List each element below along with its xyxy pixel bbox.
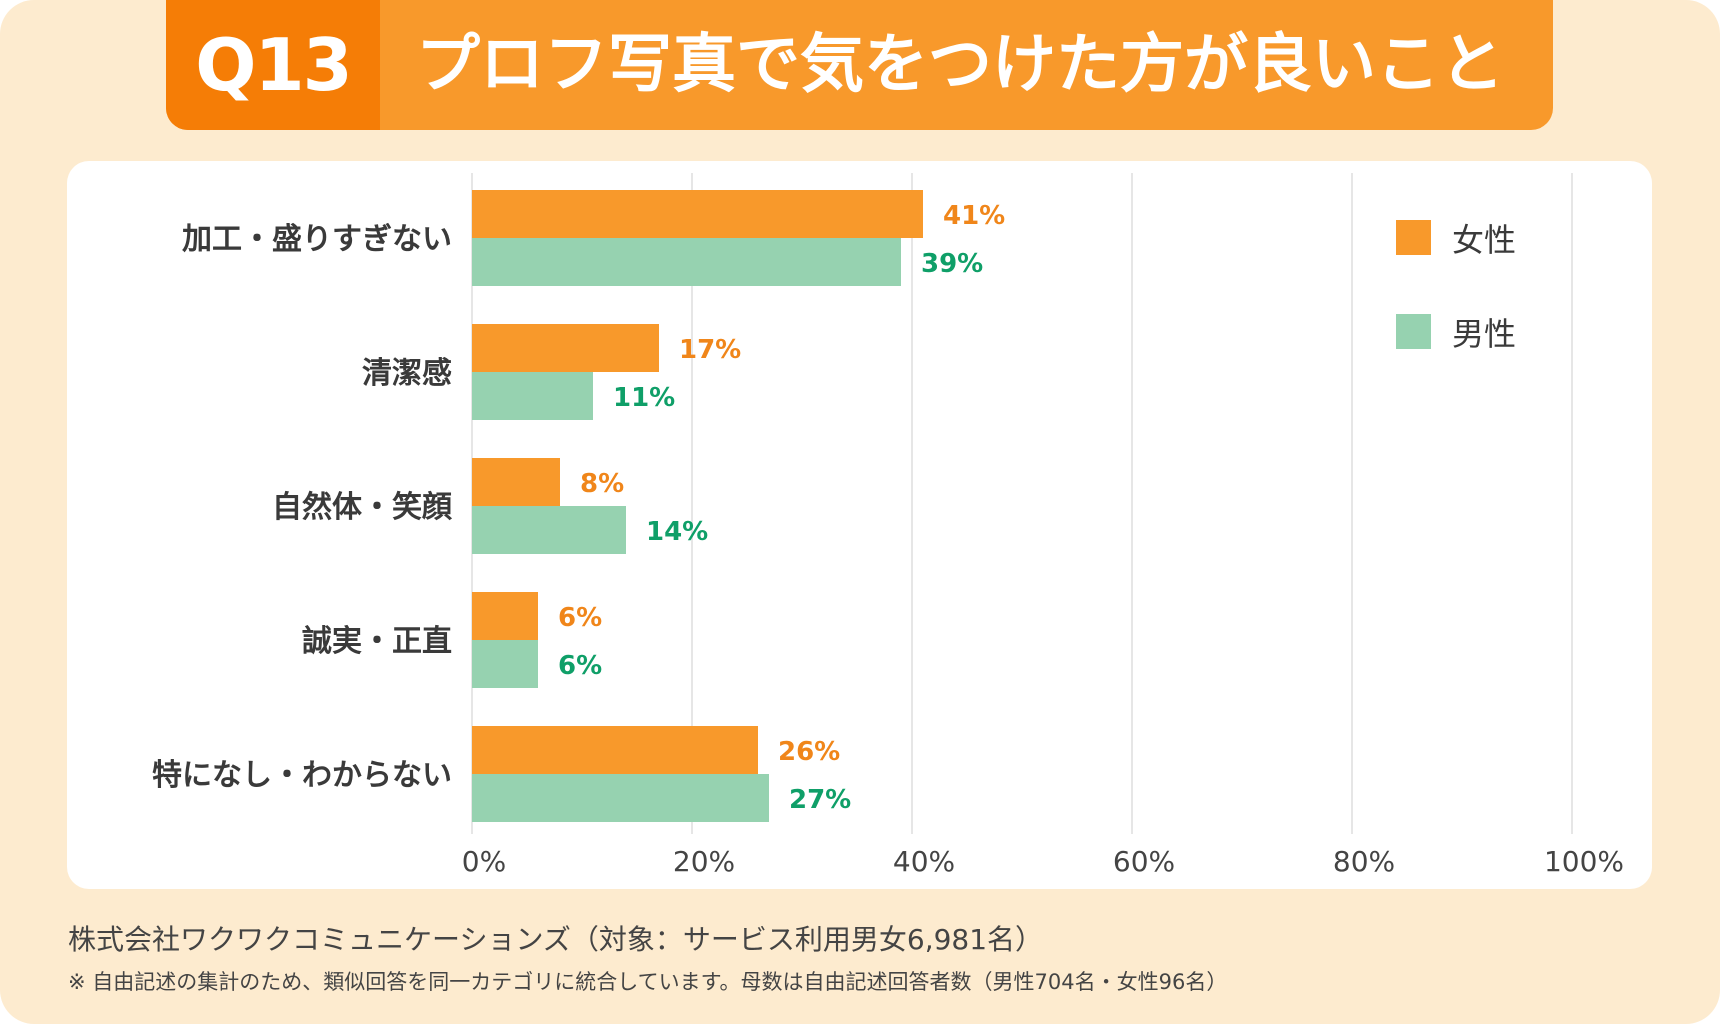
category-label: 自然体・笑顔	[272, 490, 453, 525]
data-label: 39%	[921, 249, 983, 279]
data-label: 11%	[613, 383, 675, 413]
x-tick-label: 40%	[893, 845, 955, 878]
data-label: 8%	[580, 469, 624, 499]
x-tick-label: 60%	[1113, 845, 1175, 878]
data-label: 27%	[789, 785, 851, 815]
x-tick-label: 100%	[1544, 845, 1624, 878]
category-label: 特になし・わからない	[152, 758, 452, 793]
bar-male	[472, 640, 538, 688]
bar-female	[472, 190, 923, 238]
data-label: 6%	[558, 651, 602, 681]
bar-male	[472, 774, 769, 822]
data-label: 6%	[558, 603, 602, 633]
footnote: ※ 自由記述の集計のため、類似回答を同一カテゴリに統合しています。母数は自由記述…	[68, 970, 1228, 994]
bar-female	[472, 324, 659, 372]
bar-male	[472, 372, 593, 420]
question-number: Q13	[166, 0, 380, 130]
category-label: 清潔感	[362, 356, 452, 391]
data-label: 26%	[778, 737, 840, 767]
bar-male	[472, 506, 626, 554]
legend-swatch-male	[1396, 314, 1431, 349]
category-label: 加工・盛りすぎない	[182, 222, 452, 257]
bar-male	[472, 238, 901, 286]
category-label: 誠実・正直	[302, 624, 452, 659]
bar-female	[472, 726, 758, 774]
header-banner: Q13 プロフ写真で気をつけた方が良いこと	[166, 0, 1553, 130]
chart-title: プロフ写真で気をつけた方が良いこと	[416, 28, 1504, 102]
legend-label: 女性	[1452, 221, 1516, 259]
x-tick-label: 0%	[462, 845, 506, 878]
source-note: 株式会社ワクワクコミュニケーションズ（対象：サービス利用男女6,981名）	[68, 923, 1044, 956]
legend-label: 男性	[1452, 315, 1516, 353]
bar-female	[472, 458, 560, 506]
x-tick-label: 20%	[673, 845, 735, 878]
x-tick-label: 80%	[1333, 845, 1395, 878]
data-label: 14%	[646, 517, 708, 547]
legend-swatch-female	[1396, 220, 1431, 255]
data-label: 17%	[679, 335, 741, 365]
data-label: 41%	[943, 201, 1005, 231]
bar-female	[472, 592, 538, 640]
